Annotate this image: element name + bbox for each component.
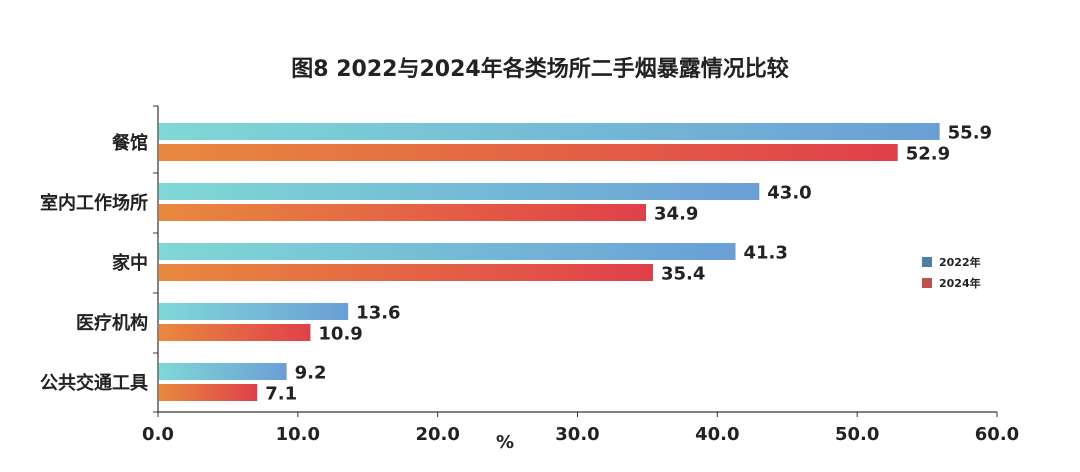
category-label: 医疗机构 xyxy=(76,312,148,334)
x-tick-label: 20.0 xyxy=(415,424,459,445)
data-label: 10.9 xyxy=(318,324,362,345)
category-label: 家中 xyxy=(112,252,148,274)
legend-swatch xyxy=(922,278,932,288)
legend-swatch xyxy=(922,257,932,267)
x-tick-label: 10.0 xyxy=(276,424,320,445)
data-label: 55.9 xyxy=(948,123,992,144)
bar xyxy=(159,384,258,401)
bar xyxy=(159,144,898,161)
data-label: 41.3 xyxy=(744,243,788,264)
x-tick-label: 60.0 xyxy=(975,424,1019,445)
data-label: 35.4 xyxy=(661,264,705,285)
category-label: 餐馆 xyxy=(111,132,148,154)
data-label: 13.6 xyxy=(356,303,400,324)
bar xyxy=(159,243,736,260)
bar xyxy=(159,303,349,320)
data-label: 43.0 xyxy=(767,183,811,204)
chart-title: 图8 2022与2024年各类场所二手烟暴露情况比较 xyxy=(291,56,788,82)
x-tick-label: 0.0 xyxy=(142,424,174,445)
x-axis-label: % xyxy=(496,432,514,453)
bar xyxy=(159,324,311,341)
legend-label: 2022年 xyxy=(939,255,981,269)
x-tick-label: 50.0 xyxy=(835,424,879,445)
category-label: 公共交通工具 xyxy=(40,372,148,394)
category-label: 室内工作场所 xyxy=(40,192,148,214)
bar xyxy=(159,264,654,281)
data-label: 52.9 xyxy=(906,144,950,165)
x-tick-label: 40.0 xyxy=(695,424,739,445)
bar xyxy=(159,123,940,140)
data-label: 9.2 xyxy=(295,363,327,384)
x-tick-label: 30.0 xyxy=(555,424,599,445)
bar xyxy=(159,204,647,221)
bar xyxy=(159,363,287,380)
legend-label: 2024年 xyxy=(939,276,981,290)
data-label: 7.1 xyxy=(265,384,297,405)
bar xyxy=(159,183,760,200)
data-label: 34.9 xyxy=(654,204,698,225)
